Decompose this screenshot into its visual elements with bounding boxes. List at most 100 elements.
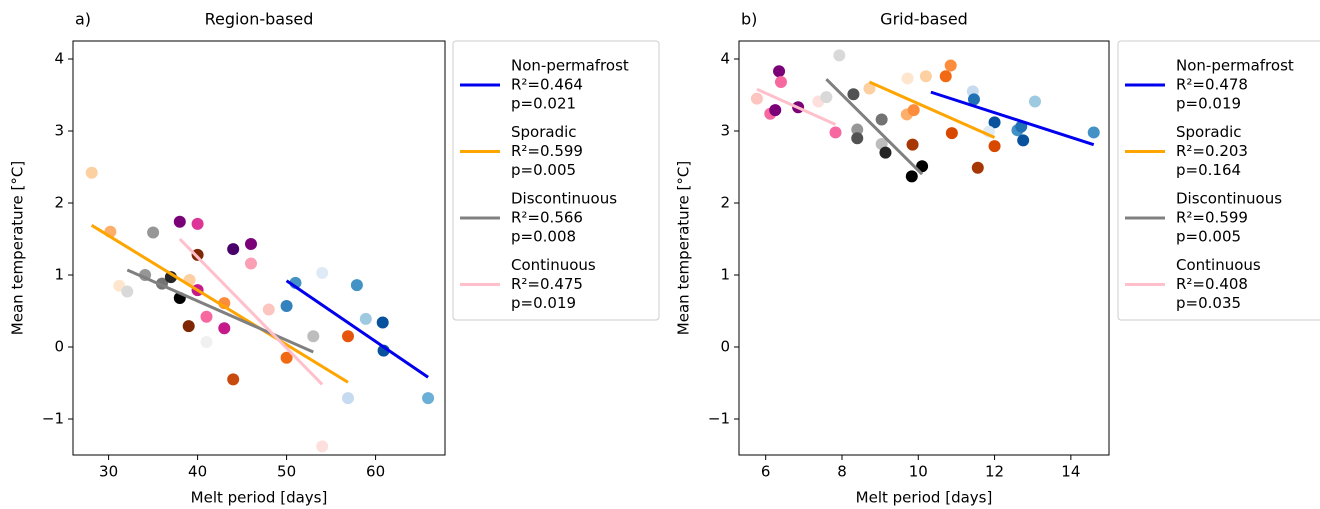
y-tick-label: 0 [720,338,730,356]
x-tick-label: 8 [837,463,847,481]
legend-stat: R²=0.203 [1176,142,1248,160]
legend-label: Discontinuous [1176,190,1282,208]
point [847,88,860,101]
regression-line [178,237,324,386]
point [191,248,204,261]
point [200,335,213,348]
point [244,238,257,251]
point [307,330,320,343]
legend-stat: R²=0.599 [1176,209,1248,227]
point [244,257,257,270]
point [879,146,892,159]
legend-stat: p=0.021 [511,95,576,113]
panel-label: a) [75,10,91,29]
x-tick-label: 50 [277,463,296,481]
regression-line [868,80,996,139]
x-tick-label: 60 [366,463,385,481]
y-axis-label: Mean temperature [°C] [675,161,693,335]
point [906,138,919,151]
legend-label: Discontinuous [511,190,617,208]
point [820,91,833,104]
legend-stat: p=0.019 [511,294,576,312]
x-tick-label: 40 [188,463,207,481]
chart-title: Region-based [205,10,314,29]
y-tick-label: −1 [708,410,730,428]
y-tick-label: 3 [720,122,730,140]
legend-label: Non-permafrost [1176,57,1294,75]
point [774,76,787,89]
point [147,226,160,239]
point [280,299,293,312]
point [863,82,876,95]
legend-stat: R²=0.475 [511,275,583,293]
regression-line [756,87,837,126]
legend-stat: R²=0.408 [1176,275,1248,293]
y-tick-label: 4 [720,50,730,68]
point [218,322,231,335]
legend-label: Non-permafrost [511,57,629,75]
point [316,266,329,279]
y-axis-label: Mean temperature [°C] [9,161,27,335]
regression-line [126,268,314,354]
x-tick-label: 6 [761,463,771,481]
axes-frame [72,40,446,456]
point [967,93,980,106]
point [907,104,920,117]
point [85,166,98,179]
point [359,312,372,325]
x-tick-label: 14 [1061,463,1080,481]
chart-title: Grid-based [880,10,968,29]
legend-label: Continuous [1176,256,1261,274]
point [182,320,195,333]
legend-stat: R²=0.599 [511,142,583,160]
point [341,392,354,405]
point [227,373,240,386]
point [1029,95,1041,108]
panel-label: b) [741,10,757,29]
point [350,279,363,292]
point [988,140,1001,153]
regression-line [90,224,349,384]
point [227,243,240,256]
point [262,303,275,316]
x-tick-label: 10 [909,463,928,481]
point [988,116,1001,129]
point [121,285,134,298]
y-tick-label: 3 [54,122,64,140]
legend-stat: p=0.005 [511,161,576,179]
y-tick-label: 2 [54,194,64,212]
point [280,351,293,364]
legend-box [1117,40,1320,321]
x-tick-label: 30 [99,463,118,481]
legend-stat: p=0.005 [1176,228,1241,246]
point [1087,126,1100,139]
point [944,59,957,72]
x-axis-label: Melt period [days] [191,489,328,507]
regression-line [285,279,429,379]
legend-label: Continuous [511,256,596,274]
legend-stat: p=0.019 [1176,95,1241,113]
x-axis-label: Melt period [days] [856,489,993,507]
point [341,330,354,343]
point [919,70,932,83]
point [769,104,782,117]
point [875,113,888,126]
y-tick-label: 4 [54,50,64,68]
point [750,92,763,105]
plot-area [85,166,435,453]
legend-label: Sporadic [511,123,577,141]
legend-stat: p=0.008 [511,228,576,246]
legend-stat: R²=0.566 [511,209,583,227]
point [376,316,389,329]
x-tick-label: 12 [985,463,1004,481]
point [905,170,918,183]
regression-line [930,90,1095,147]
legend-label: Sporadic [1176,123,1242,141]
y-tick-label: 1 [720,266,730,284]
point [851,123,864,136]
regression-line [825,78,924,176]
y-tick-label: −1 [42,410,64,428]
legend-stat: p=0.164 [1176,161,1241,179]
point [851,132,864,145]
y-tick-label: 2 [720,194,730,212]
